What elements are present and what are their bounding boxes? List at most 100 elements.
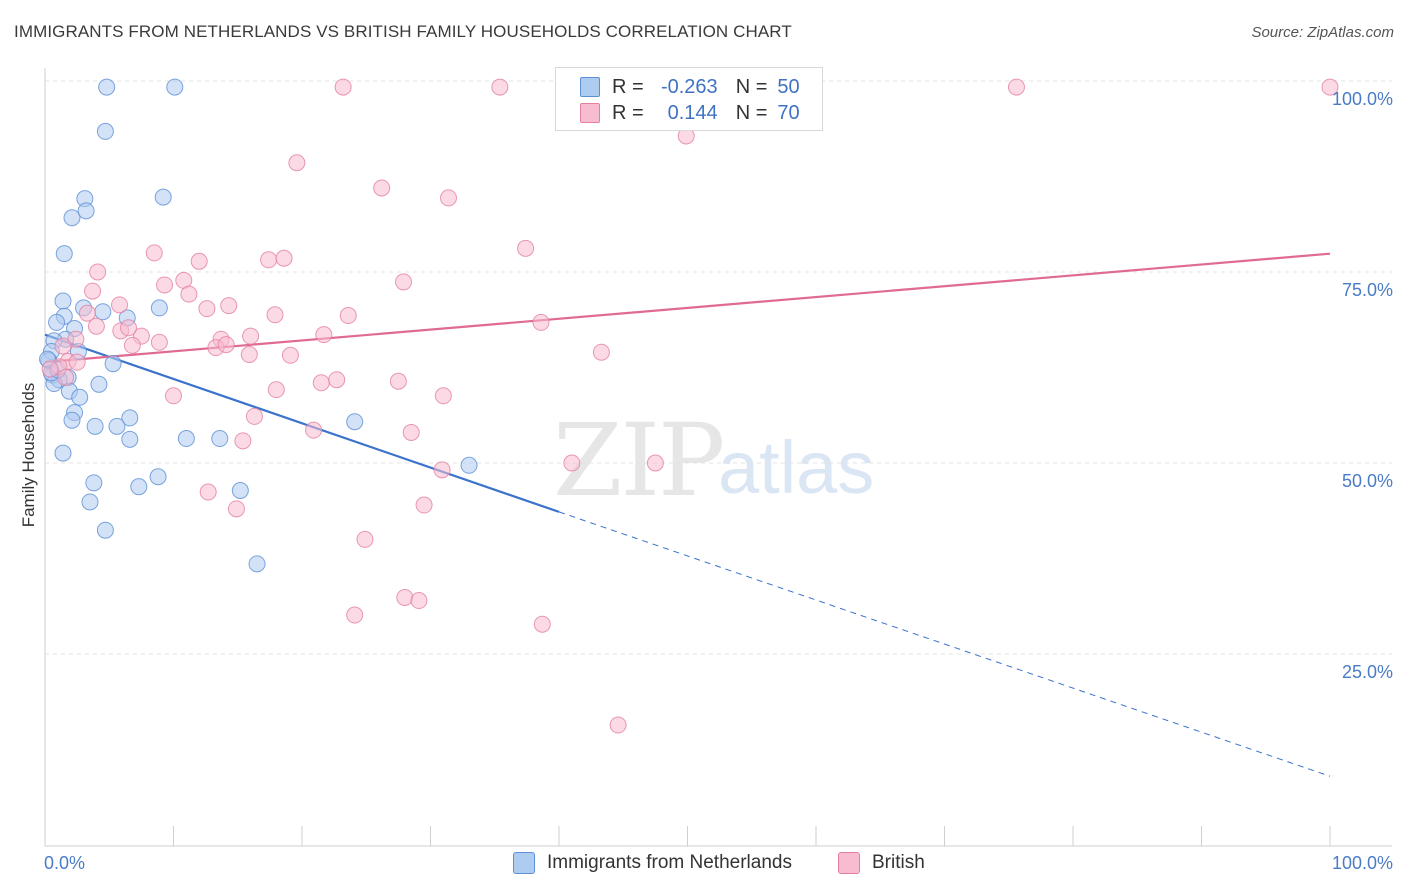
netherlands-point (85, 474, 103, 492)
british-point (156, 276, 174, 294)
netherlands-point (98, 78, 116, 96)
british-point (563, 454, 581, 472)
legend-swatch-pink (580, 103, 600, 123)
netherlands-point (211, 430, 229, 448)
netherlands-point (177, 430, 195, 448)
british-point (517, 239, 535, 257)
netherlands-point (55, 245, 73, 263)
tick-labels: 25.0% 50.0% 75.0% 100.0% 0.0% 100.0% (44, 89, 1393, 873)
british-point (217, 336, 235, 354)
y-tick-label: 75.0% (1342, 280, 1393, 300)
netherlands-point (108, 417, 126, 435)
british-point (68, 353, 86, 371)
legend-r-value: 0.144 (667, 101, 718, 124)
legend-r-label: R = (612, 101, 644, 124)
british-point (356, 530, 374, 548)
british-point (646, 454, 664, 472)
british-point (198, 300, 216, 318)
netherlands-point (121, 409, 139, 427)
source-label: Source: ZipAtlas.com (1251, 24, 1394, 41)
british-point (84, 282, 102, 300)
british-point (190, 252, 208, 270)
netherlands-point (149, 468, 167, 486)
netherlands-point (104, 355, 122, 373)
netherlands-point (54, 292, 72, 310)
british-point (439, 189, 457, 207)
y-tick-label: 25.0% (1342, 662, 1393, 682)
british-point (312, 374, 330, 392)
british-point (592, 343, 610, 361)
british-point (491, 78, 509, 96)
netherlands-point (130, 478, 148, 496)
y-axis-label: Family Households (19, 383, 38, 528)
british-point (227, 500, 245, 518)
netherlands-point (231, 482, 249, 500)
british-point (145, 244, 163, 262)
series-legend: Immigrants from Netherlands British (0, 852, 1406, 878)
legend-n-label: N = (735, 101, 768, 124)
british-point (220, 297, 238, 315)
british-point (402, 423, 420, 441)
british-point (199, 483, 217, 501)
british-trend-line (44, 252, 1331, 364)
british-point (609, 716, 627, 734)
british-point (242, 327, 260, 345)
trend-lines (44, 252, 1331, 777)
netherlands-point (154, 188, 172, 206)
data-points (39, 78, 1339, 734)
british-point (305, 421, 323, 439)
british-point (260, 251, 278, 269)
legend-n-value: 70 (777, 101, 800, 124)
british-point (396, 588, 414, 606)
british-point (395, 273, 413, 291)
legend-n-label: N = (735, 75, 768, 98)
british-point (267, 381, 285, 399)
legend-swatch-blue (580, 77, 600, 97)
british-point (328, 371, 346, 389)
grid-lines (45, 80, 1392, 655)
british-point (266, 306, 284, 324)
british-point (281, 346, 299, 364)
x-tick-label: 0.0% (44, 853, 85, 873)
legend-r-label: R = (612, 75, 644, 98)
british-point (180, 285, 198, 303)
british-point (240, 346, 258, 364)
british-point (434, 387, 452, 405)
netherlands-point (96, 521, 114, 539)
british-point (334, 78, 352, 96)
british-point (87, 317, 105, 335)
british-point (275, 249, 293, 267)
netherlands-point (77, 202, 95, 220)
watermark-atlas: atlas (718, 426, 875, 509)
british-point (111, 296, 129, 314)
british-point (57, 368, 75, 386)
netherlands-point (71, 388, 89, 406)
british-point (532, 313, 550, 331)
netherlands-trend-line (44, 333, 560, 513)
netherlands-point (63, 411, 81, 429)
series-label-british: British (872, 852, 925, 873)
series-legend-british[interactable]: British (838, 852, 925, 874)
netherlands-point (96, 122, 114, 140)
netherlands-point (86, 417, 104, 435)
series-legend-netherlands[interactable]: Immigrants from Netherlands (513, 852, 792, 874)
british-point (415, 496, 433, 514)
netherlands-point (54, 444, 72, 462)
netherlands-trend-extension (558, 511, 1331, 777)
netherlands-point (94, 303, 112, 321)
british-point (120, 319, 138, 337)
series-swatch-pink (838, 852, 860, 874)
legend-r-value: -0.263 (660, 75, 718, 98)
british-point (315, 326, 333, 344)
legend-n-value: 50 (777, 75, 800, 98)
british-point (433, 461, 451, 479)
legend-row-british: R = 0.144 N = 70 (580, 100, 800, 126)
netherlands-point (460, 456, 478, 474)
series-swatch-blue (513, 852, 535, 874)
british-point (533, 615, 551, 633)
british-point (89, 263, 107, 281)
british-point (346, 606, 364, 624)
british-point (78, 304, 96, 322)
british-point (373, 179, 391, 197)
